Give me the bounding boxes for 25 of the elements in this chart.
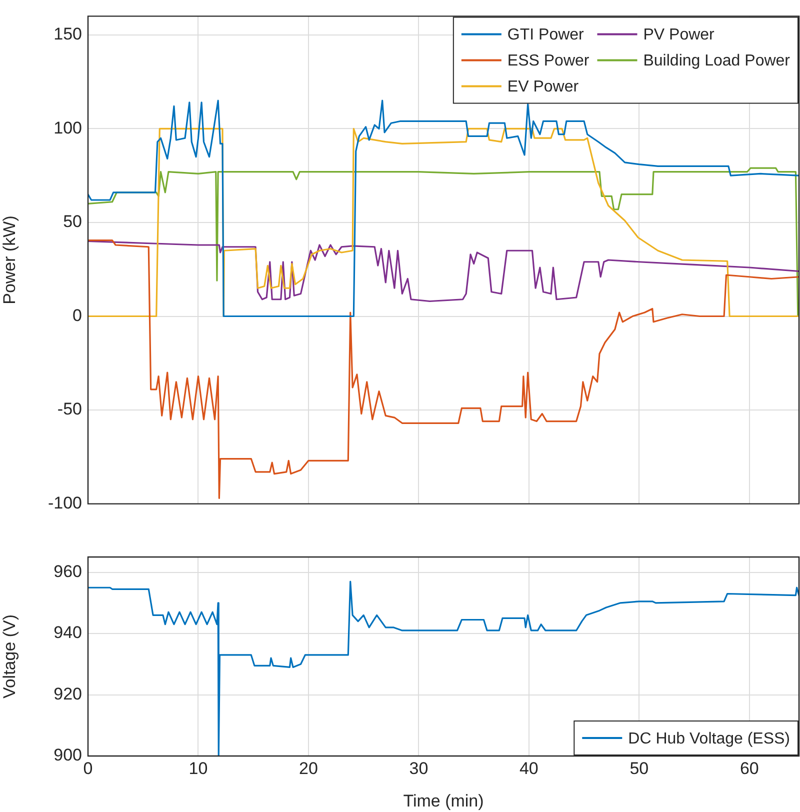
x-tick-label: 30 <box>409 758 428 778</box>
legend-label: Building Load Power <box>643 52 791 70</box>
legend-label: PV Power <box>643 26 716 44</box>
y-tick-label: -100 <box>48 493 82 512</box>
y-tick-label: 920 <box>54 684 82 704</box>
y-tick-label: 100 <box>54 118 82 138</box>
y-tick-label: 150 <box>54 24 82 44</box>
x-axis-title: Time (min) <box>403 791 484 810</box>
y-axis-title: Voltage (V) <box>0 614 19 699</box>
y-tick-label: 0 <box>72 306 82 325</box>
y-tick-label: -50 <box>57 400 82 419</box>
legend-label: DC Hub Voltage (ESS) <box>628 730 790 748</box>
x-tick-label: 50 <box>630 758 649 778</box>
y-tick-label: 940 <box>54 623 82 642</box>
y-tick-label: 960 <box>54 562 82 581</box>
x-tick-label: 20 <box>299 758 318 778</box>
y-tick-label: 50 <box>63 212 82 232</box>
y-tick-label: 900 <box>54 746 82 765</box>
x-tick-label: 40 <box>519 758 538 778</box>
x-tick-label: 60 <box>740 758 759 778</box>
legend-label: EV Power <box>507 78 580 96</box>
x-tick-label: 10 <box>188 758 208 778</box>
y-axis-title: Power (kW) <box>0 216 19 304</box>
legend-label: ESS Power <box>507 52 590 70</box>
legend-label: GTI Power <box>507 26 585 44</box>
